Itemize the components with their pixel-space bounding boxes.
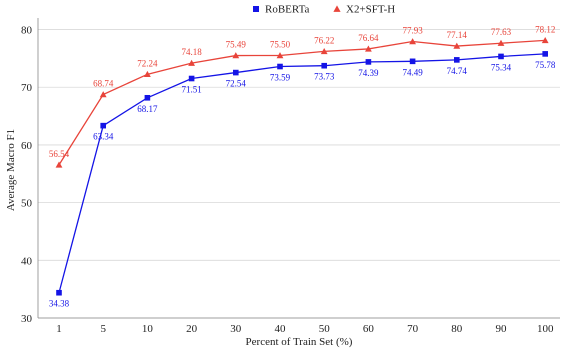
- point-marker: [188, 59, 195, 66]
- data-label: 72.24: [137, 58, 158, 68]
- x-tick-label-5: 5: [100, 323, 106, 335]
- x-tick-label-80: 80: [451, 323, 463, 335]
- data-label: 73.59: [270, 73, 291, 83]
- data-label: 63.34: [93, 132, 114, 142]
- x-tick-label-40: 40: [275, 323, 287, 335]
- point-marker: [542, 51, 548, 57]
- x-tick-label-100: 100: [537, 323, 554, 335]
- y-tick-label-60: 60: [21, 140, 33, 152]
- point-marker: [144, 94, 151, 101]
- point-marker: [100, 122, 106, 129]
- data-label: 74.39: [358, 68, 379, 78]
- x-tick-label-50: 50: [319, 323, 331, 335]
- data-label: 74.49: [402, 67, 423, 77]
- data-label: 78.12: [535, 24, 555, 34]
- point-marker: [320, 47, 328, 55]
- data-label: 77.14: [447, 30, 468, 40]
- series-line: [58, 53, 546, 293]
- x-tick-label-10: 10: [142, 323, 154, 335]
- legend-label-roberta: RoBERTa: [265, 4, 310, 16]
- data-label: 75.34: [491, 62, 512, 72]
- point-marker: [409, 58, 416, 65]
- grid-lines: [38, 29, 560, 319]
- data-label: 68.74: [93, 79, 114, 89]
- data-label: 34.38: [49, 299, 70, 309]
- series-line: [58, 39, 546, 166]
- legend-label-x2-sft-h: X2+SFT-H: [346, 4, 395, 16]
- point-marker: [232, 52, 240, 59]
- point-marker: [188, 75, 195, 82]
- point-marker: [497, 39, 505, 46]
- data-label: 77.63: [491, 27, 512, 37]
- data-label: 71.51: [181, 85, 201, 95]
- point-marker: [233, 69, 239, 76]
- series-roberta: 34.38 63.34 68.17 71.51 72.54 73.59 73.73 74.39…: [49, 51, 556, 309]
- x-tick-labels: 1 5 10 20 30 40 50 60 70 80 90 100: [56, 323, 554, 335]
- data-label: 76.22: [314, 35, 334, 45]
- y-axis-title: Average Macro F1: [5, 129, 17, 211]
- x-tick-label-90: 90: [496, 323, 508, 335]
- x-tick-label-30: 30: [230, 323, 242, 335]
- point-marker: [56, 289, 62, 296]
- point-marker: [409, 38, 416, 45]
- point-marker: [541, 36, 549, 44]
- x-tick-label-20: 20: [186, 323, 198, 335]
- point-marker: [498, 53, 504, 60]
- data-label: 75.50: [270, 40, 291, 50]
- x-tick-label-70: 70: [407, 323, 419, 335]
- point-marker: [454, 57, 460, 63]
- data-label: 72.54: [226, 79, 247, 89]
- axes: [37, 18, 560, 319]
- point-marker: [144, 70, 151, 78]
- data-label: 73.73: [314, 72, 335, 82]
- legend-marker-x2-sft-h: [333, 5, 341, 12]
- data-label: 77.93: [402, 25, 423, 35]
- y-tick-label-40: 40: [21, 255, 33, 267]
- point-marker: [277, 63, 283, 70]
- x-tick-label-60: 60: [363, 323, 375, 335]
- point-marker: [55, 161, 63, 168]
- data-label: 74.74: [447, 66, 468, 76]
- data-label: 56.54: [49, 149, 70, 159]
- data-label: 75.49: [226, 40, 247, 50]
- point-marker: [276, 52, 284, 59]
- point-marker: [321, 62, 327, 69]
- y-tick-label-50: 50: [21, 198, 33, 210]
- y-tick-labels: 30 40 50 60 70 80: [21, 25, 33, 325]
- point-marker: [365, 59, 372, 65]
- y-tick-label-70: 70: [21, 82, 33, 94]
- y-tick-label-30: 30: [21, 313, 33, 325]
- point-marker: [365, 45, 372, 52]
- x-axis-title: Percent of Train Set (%): [246, 336, 353, 348]
- y-tick-label-80: 80: [21, 25, 33, 37]
- point-marker: [99, 91, 107, 98]
- series-x2-sft-h: 56.54 68.74 72.24 74.18 75.49 75.50 76.22 76.64…: [49, 24, 555, 168]
- legend-marker-roberta: [253, 6, 259, 12]
- series-layer: 56.54 68.74 72.24 74.18 75.49 75.50 76.22 76.64…: [49, 24, 556, 308]
- point-marker: [453, 42, 461, 49]
- data-label: 76.64: [358, 33, 379, 43]
- legend: RoBERTa X2+SFT-H: [253, 4, 395, 16]
- data-label: 75.78: [535, 60, 556, 70]
- data-label: 74.18: [181, 47, 202, 57]
- data-label: 68.17: [137, 104, 158, 114]
- x-tick-label-1: 1: [56, 323, 62, 335]
